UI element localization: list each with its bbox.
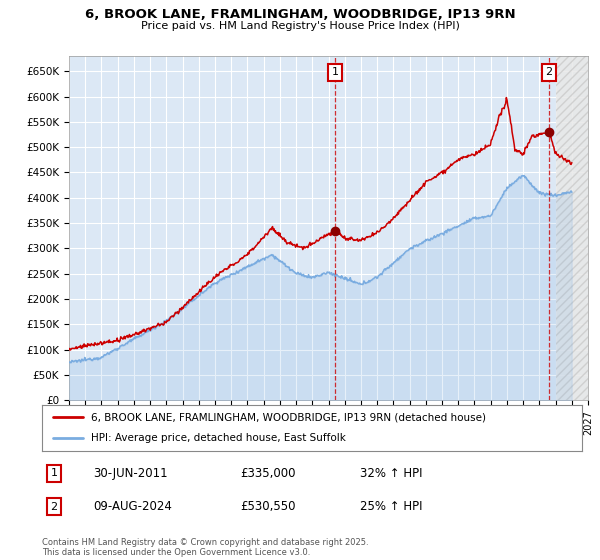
Text: 30-JUN-2011: 30-JUN-2011 [93, 466, 167, 480]
Text: 6, BROOK LANE, FRAMLINGHAM, WOODBRIDGE, IP13 9RN: 6, BROOK LANE, FRAMLINGHAM, WOODBRIDGE, … [85, 8, 515, 21]
Text: 2: 2 [50, 502, 58, 512]
Text: 1: 1 [50, 468, 58, 478]
Text: 6, BROOK LANE, FRAMLINGHAM, WOODBRIDGE, IP13 9RN (detached house): 6, BROOK LANE, FRAMLINGHAM, WOODBRIDGE, … [91, 412, 485, 422]
Bar [556, 56, 588, 400]
Text: Contains HM Land Registry data © Crown copyright and database right 2025.
This d: Contains HM Land Registry data © Crown c… [42, 538, 368, 557]
Text: 32% ↑ HPI: 32% ↑ HPI [360, 466, 422, 480]
Text: 09-AUG-2024: 09-AUG-2024 [93, 500, 172, 514]
Text: 1: 1 [332, 67, 339, 77]
Text: 25% ↑ HPI: 25% ↑ HPI [360, 500, 422, 514]
Text: Price paid vs. HM Land Registry's House Price Index (HPI): Price paid vs. HM Land Registry's House … [140, 21, 460, 31]
Text: 2: 2 [545, 67, 553, 77]
Text: £530,550: £530,550 [240, 500, 296, 514]
Text: HPI: Average price, detached house, East Suffolk: HPI: Average price, detached house, East… [91, 433, 346, 444]
Text: £335,000: £335,000 [240, 466, 296, 480]
